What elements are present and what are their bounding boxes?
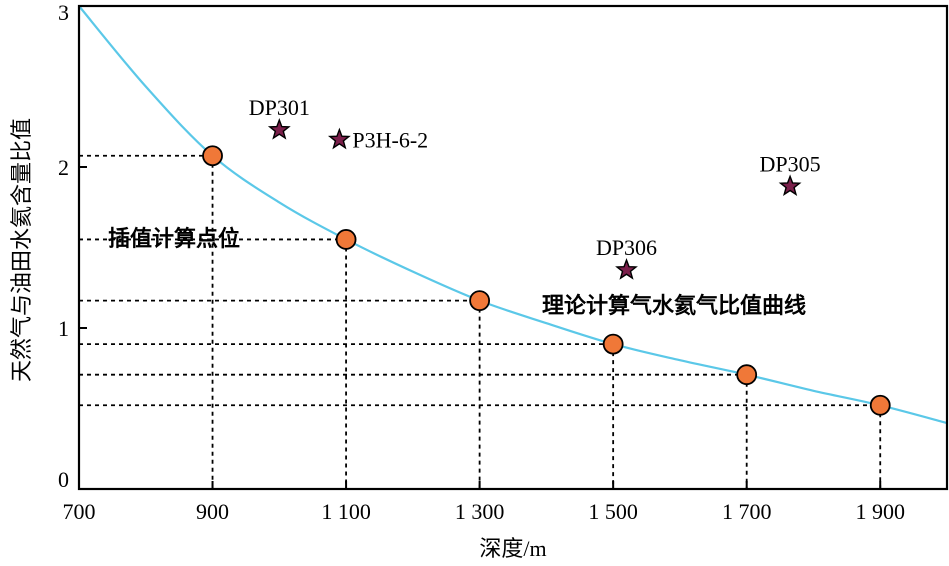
sample-points: DP301 P3H-6-2 DP306 DP305 xyxy=(249,95,821,280)
sample-label: P3H-6-2 xyxy=(352,128,428,153)
interpolated-point xyxy=(469,290,491,312)
y-tick-label: 0 xyxy=(58,467,69,492)
x-tick-label: 1 100 xyxy=(321,499,371,524)
sample-label: DP301 xyxy=(249,95,310,120)
sample-label: DP305 xyxy=(760,151,821,176)
y-tick-label: 1 xyxy=(58,316,69,341)
interpolated-point xyxy=(869,394,891,416)
interpolated-point xyxy=(602,333,624,355)
theoretical-curve xyxy=(78,5,948,425)
sample-star xyxy=(327,127,351,150)
interpolated-point xyxy=(202,145,223,167)
x-tick-label: 1 300 xyxy=(455,499,505,524)
sample-star xyxy=(778,174,802,197)
y-ticks: 0 1 2 3 xyxy=(58,0,87,492)
x-ticks: 700 900 1 100 1 300 1 500 1 700 1 900 xyxy=(63,481,905,524)
sample-star xyxy=(267,117,291,140)
interp-label: 插值计算点位 xyxy=(108,226,240,251)
x-tick-label: 700 xyxy=(63,499,96,524)
sample-star xyxy=(615,258,638,280)
interpolated-point xyxy=(736,364,758,386)
x-tick-label: 1 900 xyxy=(855,499,905,524)
y-tick-label: 3 xyxy=(58,0,69,25)
guide-lines xyxy=(79,154,882,489)
interpolated-points xyxy=(202,145,891,416)
x-tick-label: 1 500 xyxy=(588,499,638,524)
x-tick-label: 900 xyxy=(196,499,229,524)
plot-frame xyxy=(77,4,949,491)
x-axis-title: 深度/m xyxy=(479,536,546,561)
y-tick-label: 2 xyxy=(58,155,69,180)
y-axis-title: 天然气与油田水氦含量比值 xyxy=(9,118,34,382)
x-tick-label: 1 700 xyxy=(722,499,772,524)
curve-label: 理论计算气水氦气比值曲线 xyxy=(542,293,806,318)
sample-label: DP306 xyxy=(596,235,657,260)
interpolated-point xyxy=(335,229,357,250)
